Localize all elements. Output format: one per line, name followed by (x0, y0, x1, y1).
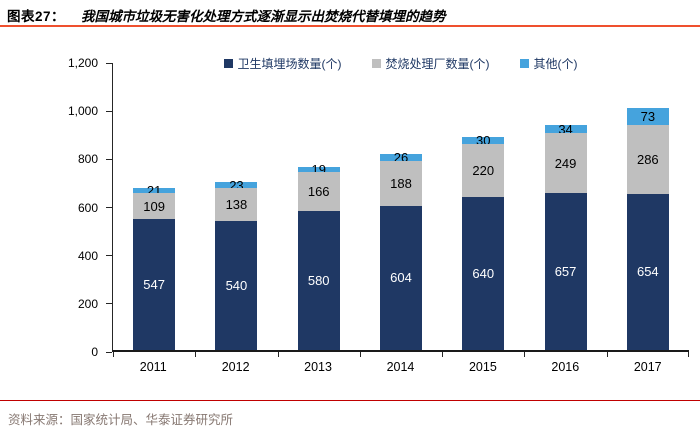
source-note: 资料来源：国家统计局、华泰证券研究所 (8, 413, 234, 427)
x-axis-label: 2016 (551, 360, 580, 374)
stacked-bar: 654 286 73 (626, 63, 669, 350)
bar-segment: 540 (215, 220, 258, 350)
bar-segment-label: 34 (558, 121, 573, 137)
bar-segment: 286 (626, 125, 669, 194)
bar-segment: 547 (133, 219, 176, 350)
bar-segment-label: 30 (476, 133, 491, 149)
bar-segment-label: 580 (307, 273, 330, 289)
x-tick-mark (277, 352, 279, 357)
bar-group-2011: 547 109 21 (113, 63, 195, 350)
bar-group-2013: 580 166 19 (278, 63, 360, 350)
stacked-bar: 580 166 19 (297, 63, 340, 350)
bar-segment-label: 188 (390, 175, 412, 191)
y-tick-mark (106, 207, 112, 208)
legend-swatch-icon (371, 59, 381, 68)
bar-segment: 138 (215, 187, 258, 221)
bar-segment-label: 540 (225, 277, 248, 293)
y-tick-label: 600 (77, 200, 98, 215)
bar-segment: 640 (462, 196, 505, 350)
x-tick-mark (442, 352, 444, 357)
x-tick-mark (688, 352, 689, 357)
x-axis-label: 2014 (386, 360, 415, 374)
title-divider-line (0, 25, 700, 27)
bar-segment-label: 640 (472, 265, 495, 281)
y-tick-mark (106, 62, 112, 64)
y-tick-mark (106, 303, 112, 305)
bar-group-2015: 640 220 30 (442, 63, 524, 350)
y-tick-mark (106, 158, 112, 160)
bar-segment: 220 (462, 144, 505, 197)
bar-segment: 73 (626, 107, 669, 126)
y-tick-mark (106, 110, 112, 112)
y-tick-mark (106, 351, 112, 353)
bar-segment-label: 604 (390, 270, 412, 286)
bar-segment-label: 220 (472, 163, 495, 179)
bar-segment-label: 654 (636, 264, 659, 280)
stacked-bar: 540 138 23 (215, 63, 258, 350)
bar-segment-label: 249 (554, 155, 577, 171)
y-tick-label: 200 (77, 296, 98, 311)
bar-segment: 580 (297, 211, 340, 350)
legend-label: 卫生填埋场数量(个) (237, 57, 342, 71)
bar-group-2017: 654 286 73 (607, 63, 689, 350)
stacked-bar: 547 109 21 (133, 63, 176, 350)
y-tick-label: 1,000 (67, 104, 98, 119)
legend-item-0: 卫生填埋场数量(个) (223, 55, 342, 72)
x-tick-mark (359, 352, 361, 357)
x-tick-mark (524, 352, 526, 357)
y-tick-mark (106, 255, 112, 257)
bar-segment: 654 (626, 193, 669, 350)
x-tick-mark (195, 352, 197, 357)
legend-item-1: 焚烧处理厂数量(个) (371, 55, 490, 72)
x-axis-label: 2012 (221, 360, 250, 374)
y-tick-label: 800 (77, 152, 98, 167)
x-axis-label: 2013 (304, 360, 332, 374)
bar-segment: 657 (544, 192, 587, 350)
x-tick-mark (113, 352, 114, 357)
bar-segment-label: 138 (225, 196, 248, 212)
figure-title: 我国城市垃圾无害化处理方式逐渐显示出焚烧代替填埋的趋势 (81, 9, 446, 24)
bar-segment-label: 657 (554, 263, 577, 279)
y-tick-label: 400 (77, 248, 98, 263)
bar-group-2012: 540 138 23 (195, 63, 277, 350)
x-tick-mark (606, 352, 608, 357)
x-axis-label: 2017 (633, 360, 662, 374)
stacked-bar: 640 220 30 (462, 63, 505, 350)
chart-legend: 卫生填埋场数量(个) 焚烧处理厂数量(个) 其他(个) (112, 55, 689, 72)
legend-swatch-icon (223, 59, 233, 68)
figure-header: 图表27： 我国城市垃圾无害化处理方式逐渐显示出焚烧代替填埋的趋势 (7, 5, 693, 25)
legend-item-2: 其他(个) (519, 55, 578, 72)
stacked-bar: 657 249 34 (544, 63, 587, 350)
bar-segment-label: 547 (143, 277, 165, 293)
bar-segment: 34 (544, 121, 587, 137)
bar-segment: 109 (133, 193, 176, 220)
legend-label: 焚烧处理厂数量(个) (385, 57, 490, 71)
legend-label: 其他(个) (533, 57, 578, 71)
x-axis-labels: 2011 2012 2013 2014 2015 2016 2017 (112, 360, 689, 374)
bar-segment-label: 109 (143, 198, 165, 214)
bar-segment: 604 (379, 205, 422, 350)
bar-segment: 166 (297, 171, 340, 212)
bar-segment-label: 73 (640, 108, 656, 124)
x-axis-label: 2011 (139, 360, 167, 374)
bar-segment: 30 (462, 133, 505, 149)
bar-segment: 188 (379, 160, 422, 206)
y-tick-label: 0 (91, 345, 98, 359)
bar-segment-label: 166 (307, 183, 330, 199)
bar-group-2014: 604 188 26 (360, 63, 442, 350)
figure-number-label: 图表27： (7, 9, 66, 24)
bar-segment: 249 (544, 133, 587, 193)
bar-group-2016: 657 249 34 (524, 63, 606, 350)
legend-swatch-icon (519, 59, 529, 68)
y-tick-label: 1,200 (67, 56, 98, 70)
stacked-bar: 604 188 26 (379, 63, 422, 350)
y-axis: 0 200 400 600 800 1,000 1,200 (0, 56, 112, 359)
footer-divider-line (0, 400, 700, 401)
bar-segment-label: 286 (636, 151, 659, 167)
x-axis-label: 2015 (468, 360, 497, 374)
plot-area: 547 109 21 540 138 23 580 166 19 604 188 26 640 220 30… (112, 63, 689, 357)
